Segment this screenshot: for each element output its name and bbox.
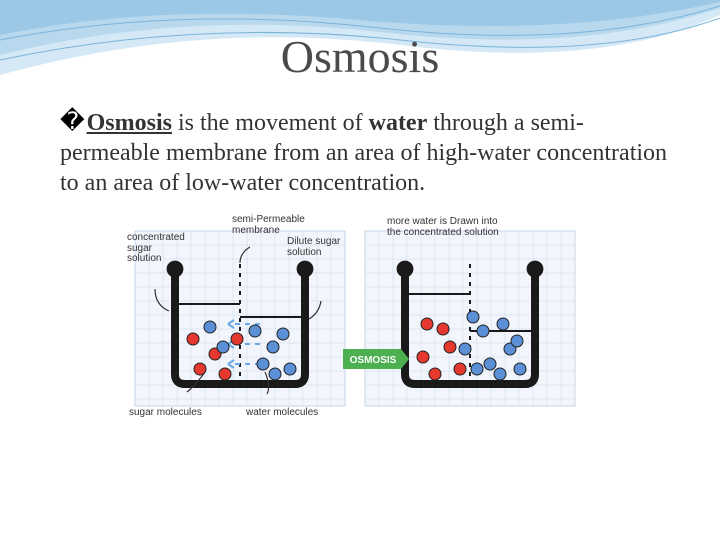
diagram-label: sugar molecules [129,408,202,419]
osmosis-diagram: OSMOSIS semi-Permeablemembrane concentrate… [125,213,595,423]
diagram-label: semi-Permeablemembrane [232,215,305,236]
bullet-icon: � [60,107,85,137]
text-part-1: is the movement of [172,110,369,136]
diagram-svg: OSMOSIS [125,213,595,423]
diagram-label: water molecules [246,408,318,419]
diagram-label: concentratedsugarsolution [127,233,185,265]
svg-text:OSMOSIS: OSMOSIS [350,355,397,366]
term-water: water [369,110,428,136]
definition-paragraph: �Osmosis is the movement of water throug… [40,108,680,198]
term-osmosis: Osmosis [87,110,172,136]
diagram-container: OSMOSIS semi-Permeablemembrane concentrate… [40,213,680,423]
diagram-label: more water is Drawn intothe concentrated… [387,217,499,238]
slide-title: Osmosis [40,30,680,83]
slide-content: Osmosis �Osmosis is the movement of wate… [0,0,720,433]
diagram-label: Dilute sugarsolution [287,237,340,258]
